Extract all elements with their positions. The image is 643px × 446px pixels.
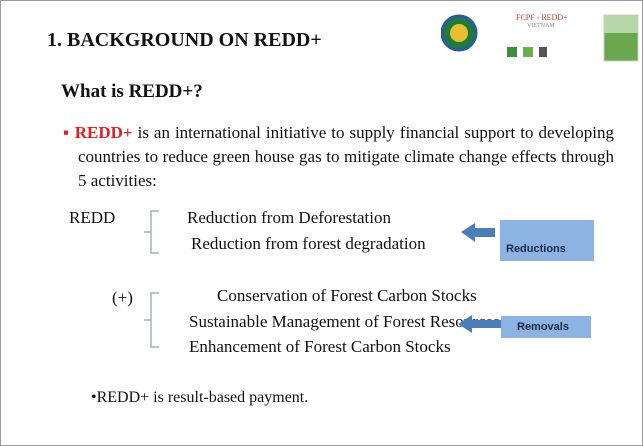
tag-box: Reductions bbox=[500, 220, 594, 261]
slide: 1. BACKGROUND ON REDD+ FCPF - REDD+ VIET… bbox=[0, 0, 643, 446]
footer-bullet: •REDD+ is result-based payment. bbox=[91, 389, 308, 407]
item: Sustainable Management of Forest Resourc… bbox=[189, 312, 500, 332]
item: Enhancement of Forest Carbon Stocks bbox=[189, 337, 451, 357]
tag-box: Removals bbox=[501, 316, 591, 338]
item: Conservation of Forest Carbon Stocks bbox=[217, 286, 477, 306]
group-label: (+) bbox=[112, 288, 133, 308]
arrow bbox=[456, 313, 506, 335]
item: Reduction from forest degradation bbox=[191, 234, 426, 254]
group-label: REDD bbox=[69, 208, 115, 228]
item: Reduction from Deforestation bbox=[187, 208, 391, 228]
